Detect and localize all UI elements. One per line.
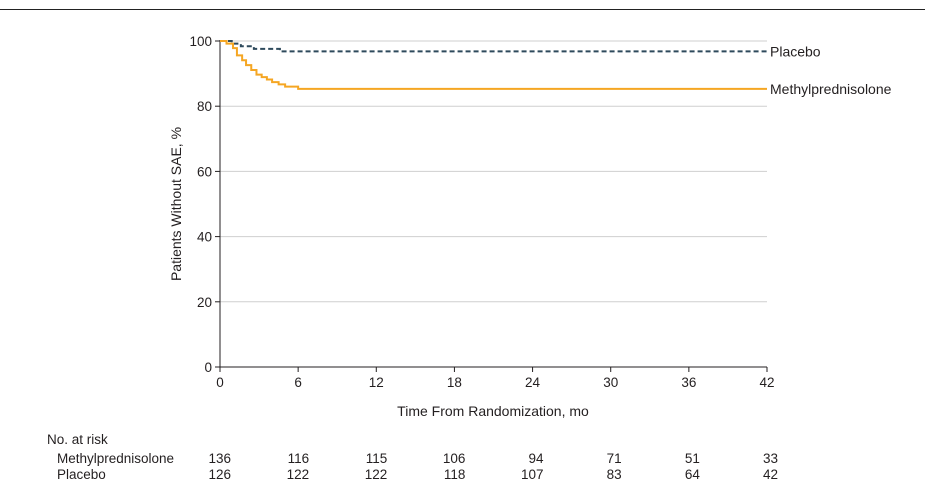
x-axis-title: Time From Randomization, mo [397,403,589,419]
risk-value-methylprednisolone-0: 136 [208,451,231,466]
x-tick-label-12: 12 [369,375,384,390]
x-tick-label-18: 18 [447,375,462,390]
x-tick-label-36: 36 [681,375,696,390]
risk-row-label-methylprednisolone: Methylprednisolone [57,451,174,466]
y-axis-title: Patients Without SAE, % [168,127,184,281]
risk-value-methylprednisolone-42: 33 [763,451,778,466]
curve-methylprednisolone [220,40,767,90]
header-rule [0,9,925,10]
risk-value-methylprednisolone-30: 71 [607,451,622,466]
x-tick-label-42: 42 [759,375,774,390]
risk-table-title: No. at risk [47,432,108,447]
risk-value-methylprednisolone-18: 106 [443,451,466,466]
risk-value-methylprednisolone-24: 94 [529,451,545,466]
risk-value-placebo-6: 122 [287,467,310,482]
series-label-placebo: Placebo [770,43,821,59]
risk-value-methylprednisolone-36: 51 [685,451,700,466]
risk-value-placebo-12: 122 [365,467,388,482]
x-tick-label-24: 24 [525,375,541,390]
risk-value-placebo-30: 83 [607,467,622,482]
y-tick-label-60: 60 [197,164,212,179]
curve-placebo [220,40,767,53]
series-labels: Placebo Methylprednisolone [770,43,892,96]
x-tick-label-0: 0 [216,375,224,390]
risk-value-placebo-24: 107 [521,467,544,482]
y-tick-label-100: 100 [189,34,212,49]
risk-value-methylprednisolone-6: 116 [288,451,310,466]
axes: 0 20 40 60 80 100 0 6 12 18 24 30 36 42 [189,34,774,390]
risk-value-placebo-42: 42 [763,467,778,482]
x-tick-label-30: 30 [603,375,618,390]
gridlines [220,40,767,303]
series-label-methylprednisolone: Methylprednisolone [770,81,892,97]
risk-table: No. at risk Methylprednisolone 136 116 115 1… [47,432,778,482]
y-tick-label-80: 80 [197,99,212,114]
risk-value-placebo-36: 64 [685,467,701,482]
risk-row-label-placebo: Placebo [57,467,106,482]
y-tick-label-40: 40 [197,230,212,245]
y-tick-label-20: 20 [197,295,212,310]
x-tick-label-6: 6 [294,375,302,390]
risk-value-placebo-0: 126 [208,467,231,482]
risk-value-placebo-18: 118 [444,467,466,482]
survival-curves [220,40,767,90]
risk-value-methylprednisolone-12: 115 [366,451,388,466]
y-tick-label-0: 0 [204,360,212,375]
